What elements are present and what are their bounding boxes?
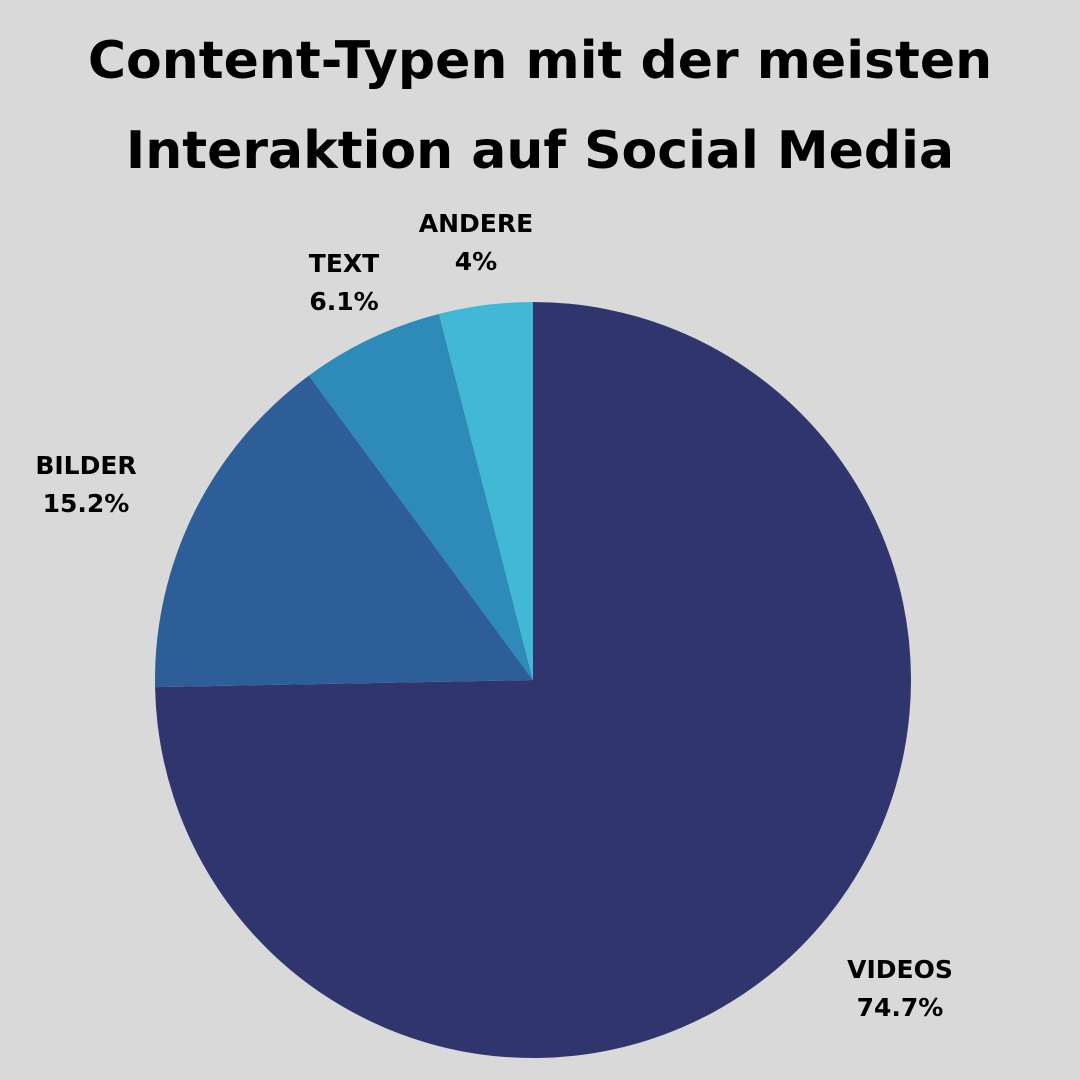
pie-slice-andere: [439, 302, 533, 680]
slice-label-text: TEXT: [309, 249, 379, 278]
pie-labels: VIDEOS 74.7% BILDER 15.2% TEXT 6.1% ANDERE 4%: [35, 209, 953, 1022]
pie-slice-videos: [155, 302, 912, 1058]
pie-slice-bilder: [155, 375, 533, 688]
chart-title-line-1: Content-Typen mit der meisten: [87, 31, 993, 91]
pie-slice-text: [308, 313, 533, 680]
chart-title: Content-Typen mit der meisten Interaktio…: [20, 16, 1060, 196]
slice-label-bilder: BILDER: [35, 451, 136, 480]
slice-value-text: 6.1%: [309, 287, 378, 316]
slice-value-videos: 74.7%: [857, 993, 944, 1022]
slice-value-andere: 4%: [455, 247, 497, 276]
slice-value-bilder: 15.2%: [43, 489, 130, 518]
pie-slices: [155, 302, 912, 1058]
chart-title-line-2: Interaktion auf Social Media: [125, 121, 955, 181]
slice-label-videos: VIDEOS: [847, 955, 953, 984]
slice-label-andere: ANDERE: [419, 209, 533, 238]
